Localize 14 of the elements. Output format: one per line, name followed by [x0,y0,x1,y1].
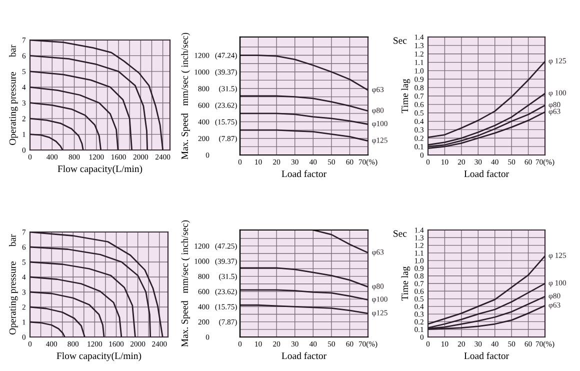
x-axis-title: Load factor [282,170,326,178]
y-axis-title: Max. Speed mm/sec ( inch/sec) [181,220,190,347]
y-axis-title: Operating pressure bar [9,234,18,334]
x-axis-title: Flow capacity(L/min) [56,352,142,362]
y-axis-title: Operating pressure bar [9,44,18,145]
x-axis-title: Flow capacity(L/min) [58,165,142,174]
y-axis-title: Time lag [401,78,410,114]
y-axis-title: Max. Speed mm/sec ( inch/sec) [181,32,190,160]
y-axis-title: Time lag [401,266,410,301]
x-axis-title: Load factor [282,352,326,360]
text: Sec [394,37,407,44]
x-axis-title: Load factor [464,352,509,360]
x-axis-title: Load factor [464,170,509,178]
text: Sec [394,230,407,237]
